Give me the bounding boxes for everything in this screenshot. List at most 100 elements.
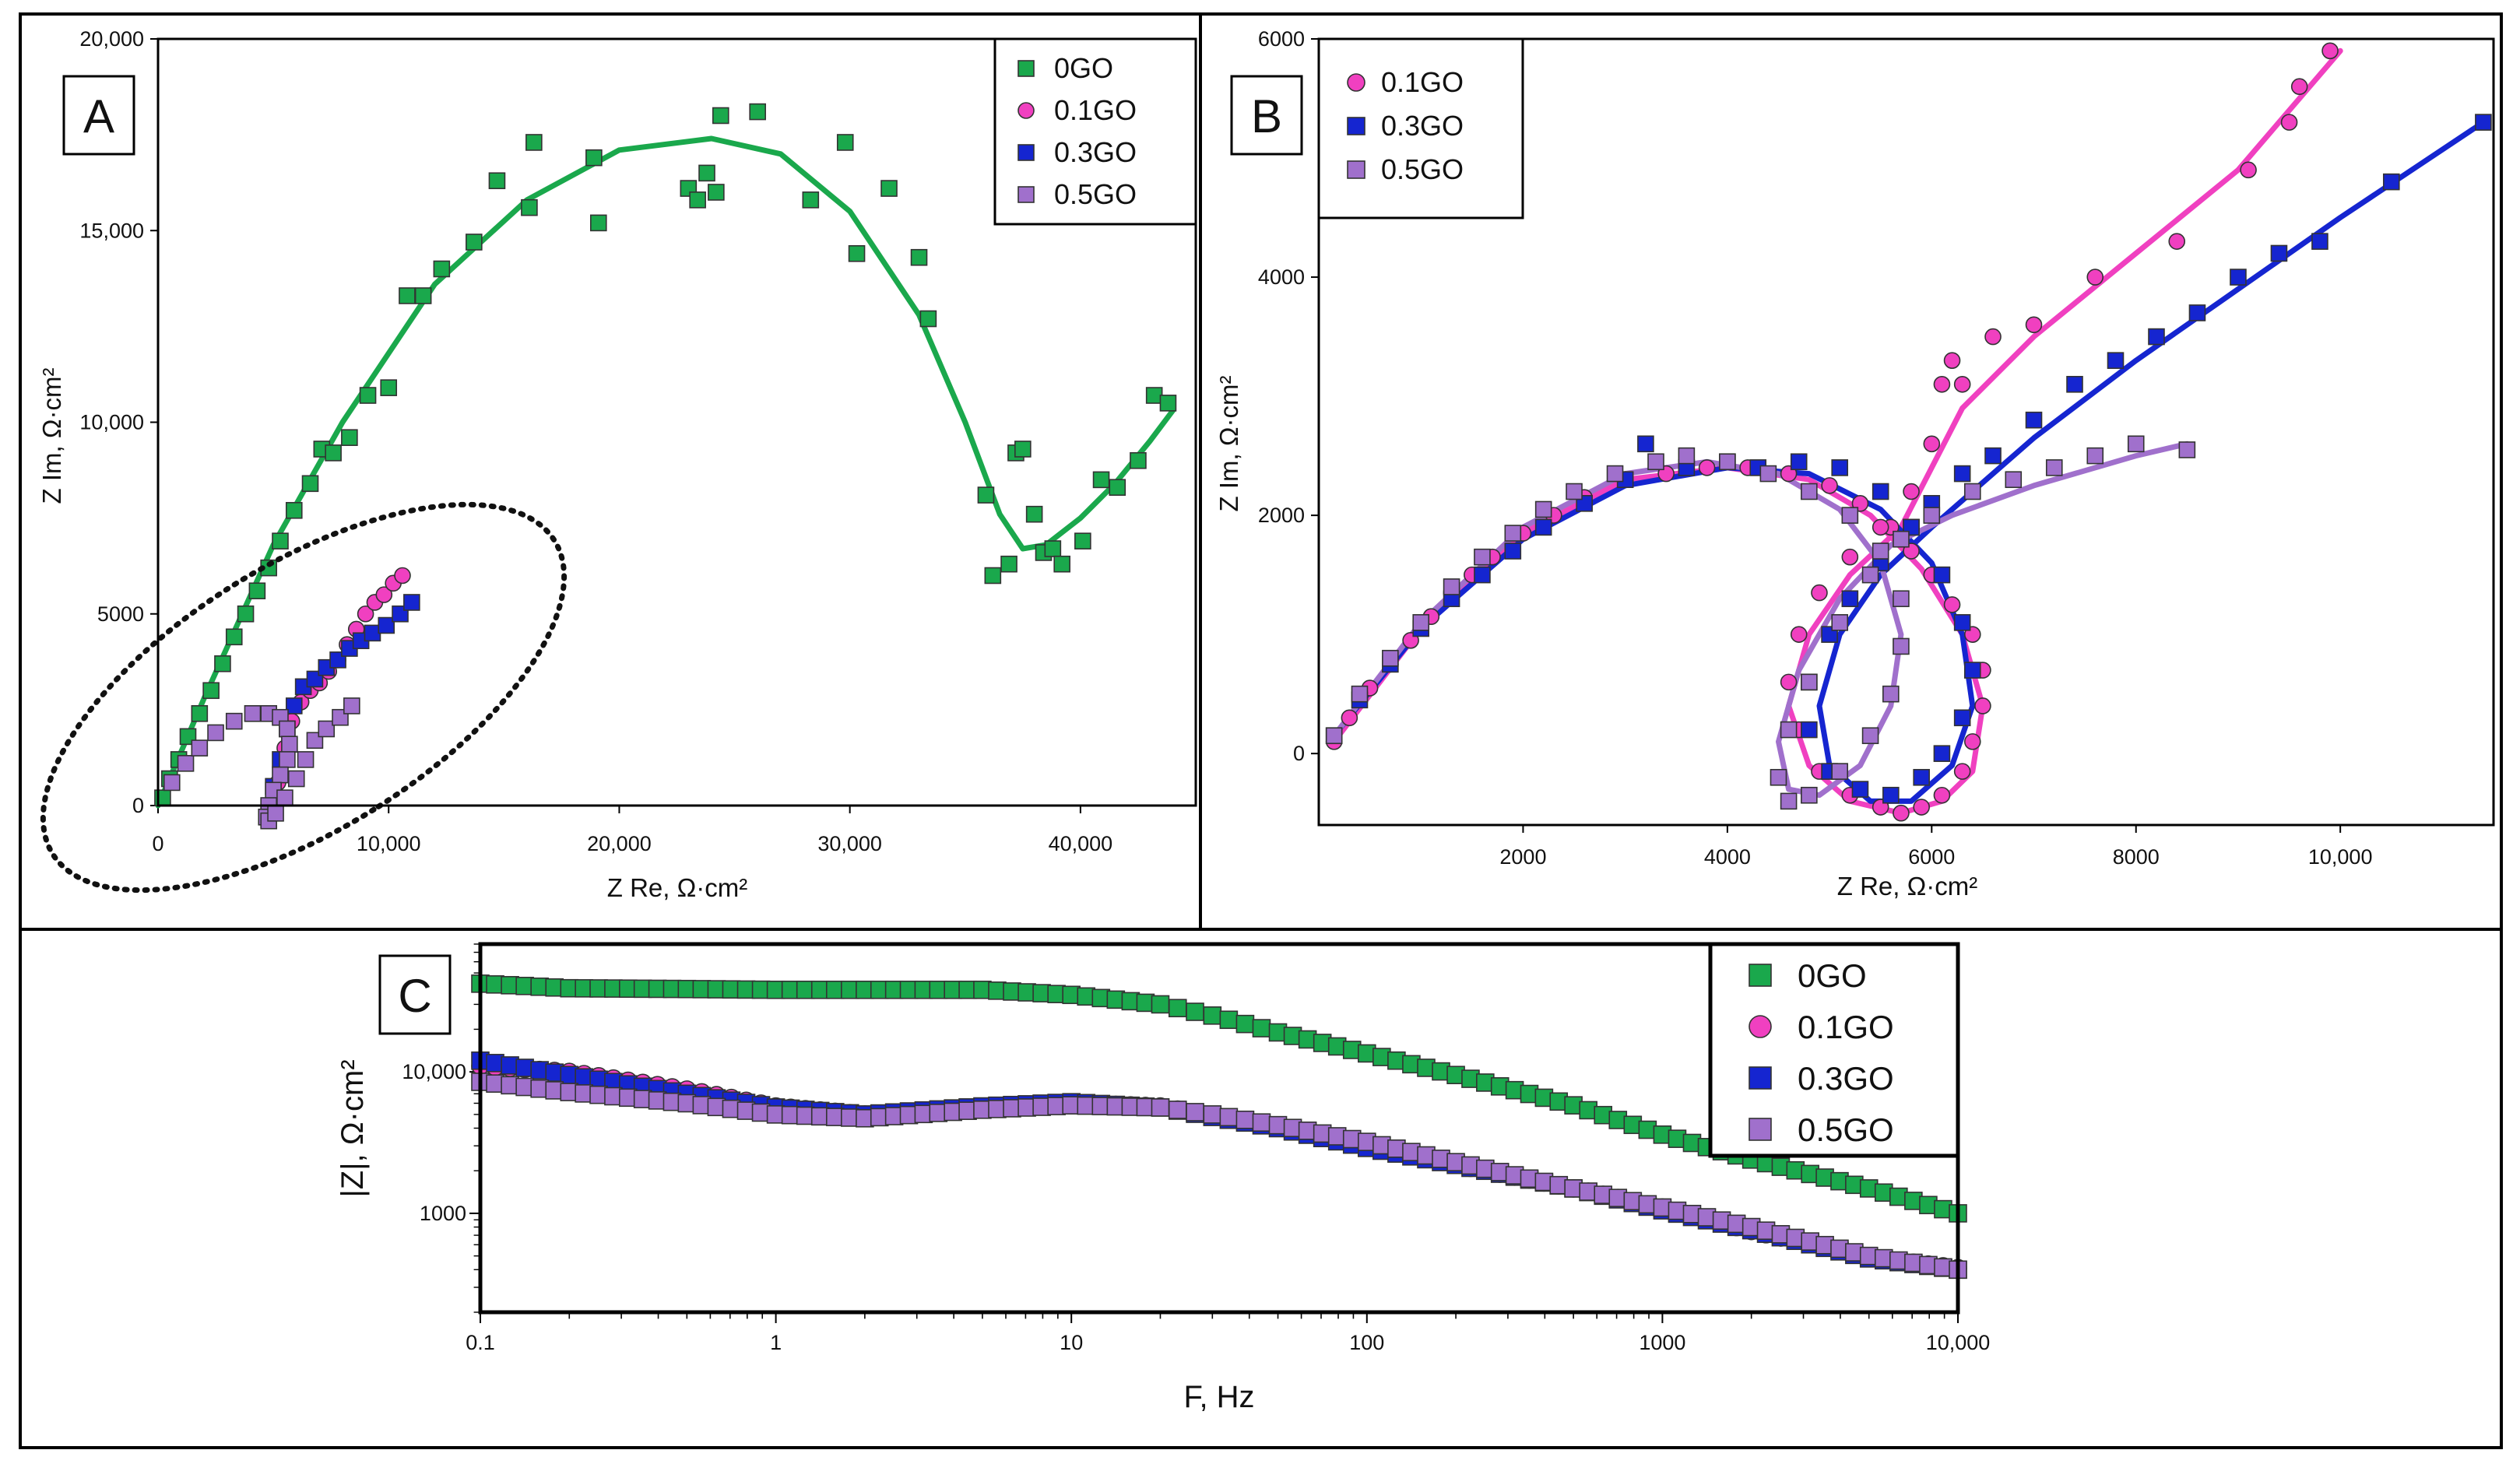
data-point-0-3go (1841, 590, 1859, 608)
data-point-0-3go (1504, 542, 1522, 560)
data-point-0-5go (287, 770, 305, 788)
data-point-0-3go (1984, 447, 2002, 465)
data-point-0go (910, 248, 928, 266)
y-tick-label: 5000 (97, 602, 144, 626)
data-point-0go (689, 191, 706, 209)
legend-marker-0-5go (1347, 160, 1365, 179)
data-point-0-1go (2025, 316, 2043, 334)
data-point-0-5go (1872, 542, 1889, 560)
x-tick-label: 20,000 (587, 832, 652, 855)
data-point-0go (1168, 999, 1187, 1018)
data-point-0-1go (375, 586, 393, 603)
data-point-0-5go (1801, 786, 1818, 804)
legend-label-0-5go: 0.5GO (1798, 1111, 1894, 1148)
data-point-0-1go (1974, 697, 1991, 714)
panel-a-y-tick-labels: 0 5000 10,000 15,000 20,000 (79, 27, 144, 817)
data-point-0-3go (2107, 352, 2125, 369)
data-point-0go (433, 260, 451, 278)
data-point-0-5go (1893, 637, 1910, 655)
data-point-0-5go (1893, 530, 1910, 548)
data-point-0-5go (1831, 763, 1849, 780)
data-point-0-1go (1811, 584, 1828, 602)
panel-a-fit-curves (155, 135, 1176, 809)
data-point-0-3go (403, 594, 420, 611)
data-point-0-3go (1872, 483, 1889, 500)
data-point-0go (1092, 471, 1110, 489)
data-point-0-3go (2475, 114, 2492, 131)
data-point-0-5go (1151, 1098, 1170, 1117)
data-point-0-5go (207, 724, 224, 742)
data-point-0-5go (1861, 566, 1879, 584)
data-point-0-5go (297, 751, 315, 768)
data-point-0-5go (343, 697, 360, 714)
legend-label-0-5go: 0.5GO (1054, 178, 1137, 210)
panel-b-legend: 0.1GO 0.3GO 0.5GO (1317, 37, 1524, 219)
data-point-0-3go (1801, 721, 1818, 739)
data-point-0go (380, 379, 398, 396)
y-tick-label: 15,000 (79, 219, 144, 242)
data-point-0go (202, 682, 220, 700)
data-point-0-5go (1566, 483, 1583, 500)
data-point-0-5go (1770, 768, 1787, 786)
fit-curve-0-3go (1331, 119, 2487, 804)
data-point-0go (1219, 1010, 1239, 1030)
y-tick-label: 20,000 (79, 27, 144, 51)
series-0-5go (1325, 435, 2196, 810)
fit-curve-0-5go (1331, 441, 2190, 799)
data-point-0go (1151, 995, 1170, 1014)
data-point-0go (749, 103, 766, 121)
data-point-0-1go (1953, 763, 1971, 780)
y-tick-label: 4000 (1258, 265, 1305, 289)
fit-curve-0go (155, 135, 1176, 809)
panel-c-letter: C (398, 970, 431, 1022)
panel-a-x-tick-labels: 0 10,000 20,000 30,000 40,000 (152, 832, 1112, 855)
data-point-0go (466, 233, 483, 251)
data-point-0go (414, 287, 432, 304)
data-point-0-1go (2321, 42, 2339, 60)
data-point-0-5go (279, 751, 296, 768)
panel-b-tick-marks (1311, 38, 2342, 833)
x-tick-label: 4000 (1704, 845, 1751, 869)
panel-b-letter-box (1230, 75, 1303, 156)
data-point-0go (1014, 441, 1032, 458)
data-point-0-5go (1801, 673, 1818, 691)
data-point-0-1go (1903, 483, 1920, 500)
data-point-0-5go (281, 736, 298, 753)
figure-frame (19, 12, 2503, 1449)
x-tick-label: 10 (1060, 1331, 1083, 1354)
data-point-0-3go (2311, 233, 2328, 250)
legend-marker-0-1go (1749, 1015, 1772, 1038)
data-point-0-5go (191, 739, 209, 757)
data-point-0go (919, 310, 937, 328)
x-tick-label: 6000 (1908, 845, 1955, 869)
legend-label-0go: 0GO (1054, 52, 1113, 84)
data-point-0go (301, 475, 319, 493)
data-point-0-1go (2168, 233, 2186, 250)
data-point-0-5go (1647, 453, 1664, 471)
data-point-0-3go (1933, 566, 1951, 584)
data-point-0-5go (1963, 483, 1981, 500)
legend-marker-0-3go (1749, 1066, 1772, 1090)
data-point-0-1go (1963, 733, 1981, 750)
data-point-0-1go (1780, 673, 1798, 691)
data-point-0-3go (1851, 781, 1869, 798)
data-point-0-5go (272, 766, 289, 784)
data-point-0-3go (2270, 244, 2288, 262)
data-point-0-3go (2230, 269, 2247, 286)
data-point-0go (248, 582, 266, 600)
data-point-0-3go (1953, 465, 1971, 483)
data-point-0go (1159, 395, 1177, 412)
panel-a-plot-frame (156, 37, 1197, 807)
data-point-0-3go (1474, 566, 1491, 584)
y-tick-label: 0 (132, 794, 144, 817)
data-point-0go (1130, 451, 1147, 469)
data-point-0-5go (1841, 507, 1859, 524)
data-point-0-5go (1780, 792, 1798, 810)
data-point-0-3go (1882, 786, 1900, 804)
panel-a-legend: 0GO 0.1GO 0.3GO 0.5GO (993, 37, 1197, 226)
data-point-0-1go (1821, 477, 1838, 494)
data-point-0-3go (2148, 328, 2165, 346)
data-point-0-5go (318, 720, 336, 738)
legend-marker-0-1go (1017, 102, 1035, 119)
